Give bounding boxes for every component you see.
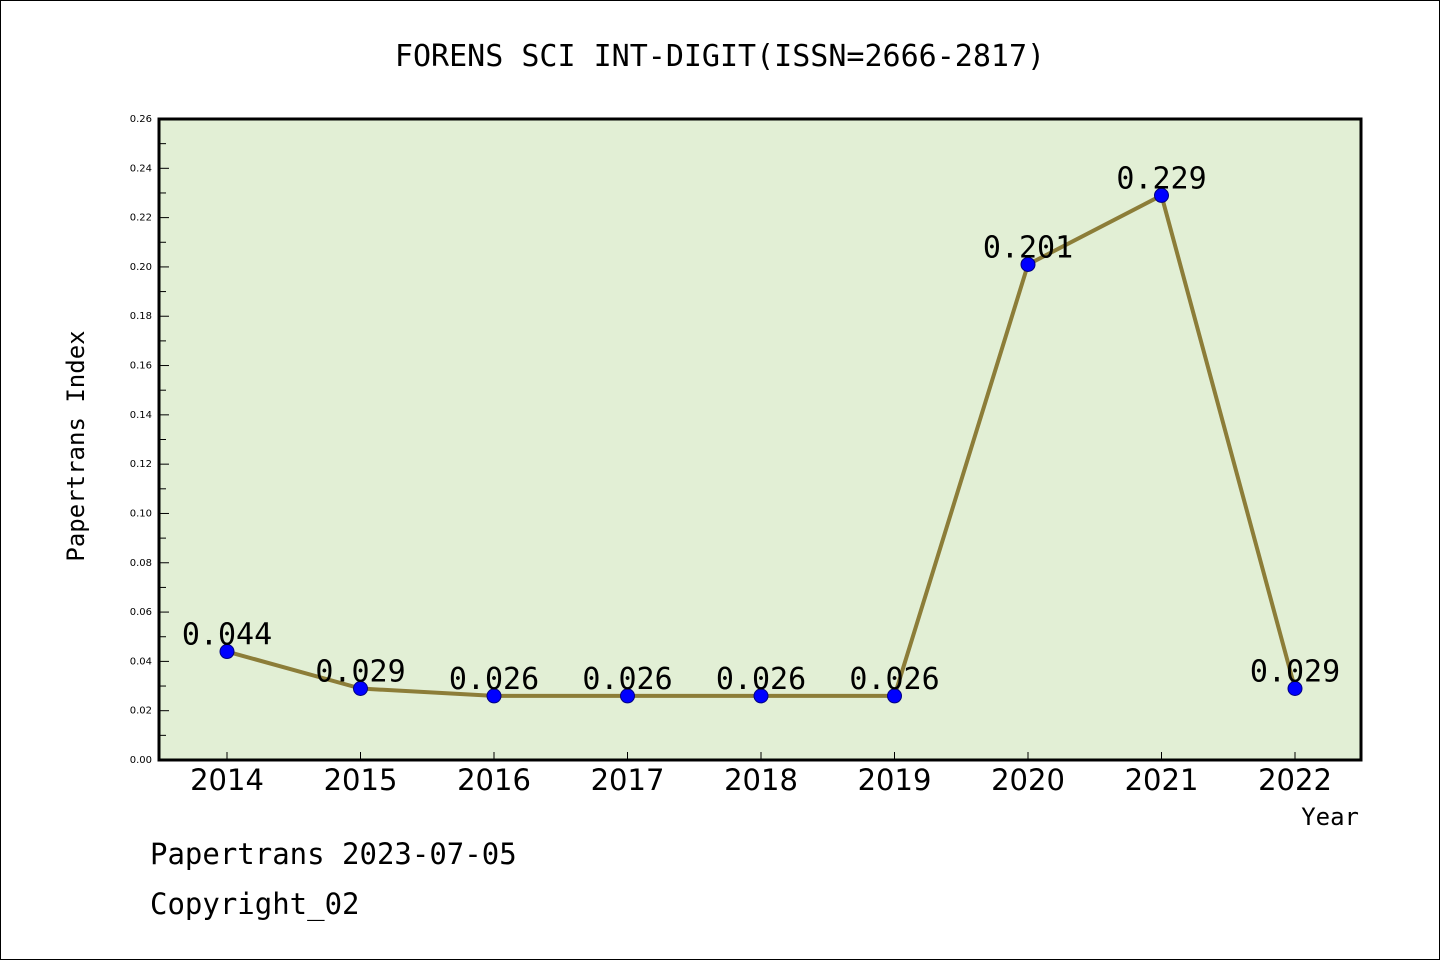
y-tick-label: 0.02: [130, 706, 152, 717]
data-labels: 0.044 0.029 0.026 0.026 0.026 0.026 0.201 0.229…: [182, 161, 1340, 696]
data-point: [486, 688, 502, 704]
data-point: [219, 644, 235, 660]
data-point: [1154, 187, 1169, 203]
data-label: 0.029: [1250, 655, 1340, 690]
plot-area: [157, 117, 1363, 762]
data-point: [753, 688, 769, 704]
data-point: [1287, 681, 1303, 697]
data-point: [887, 688, 902, 704]
data-label: 0.026: [716, 662, 806, 697]
x-tick-label: 2019: [858, 763, 932, 797]
x-tick-label: 2021: [1125, 763, 1199, 797]
x-axis-label: Year: [1301, 803, 1359, 831]
x-tick-label: 2022: [1258, 763, 1332, 797]
data-point: [1020, 256, 1036, 272]
data-label: 0.026: [449, 662, 539, 697]
y-tick-label: 0.18: [130, 311, 152, 322]
data-label: 0.229: [1116, 161, 1206, 196]
data-point: [620, 688, 635, 704]
data-label: 0.026: [849, 662, 939, 697]
x-tick-label: 2014: [190, 763, 264, 797]
y-tick-label: 0.00: [130, 755, 152, 766]
y-tick-label: 0.04: [130, 656, 152, 667]
y-tick-label: 0.10: [130, 508, 152, 519]
footer-date: Papertrans 2023-07-05: [150, 837, 517, 871]
x-tick-label: 2015: [324, 763, 398, 797]
data-label: 0.044: [182, 618, 272, 653]
data-label: 0.029: [315, 655, 405, 690]
data-label: 0.026: [582, 662, 672, 697]
y-tick-label: 0.12: [130, 459, 152, 470]
y-tick-label: 0.14: [130, 410, 152, 421]
y-tick-label: 0.22: [130, 213, 152, 224]
x-tick-label: 2017: [591, 763, 665, 797]
y-axis-label: Papertrans Index: [62, 330, 90, 561]
x-axis-ticks: 2014 2015 2016 2017 2018 2019 2020 2021 2022: [190, 752, 1332, 797]
footer-copyright: Copyright_02: [150, 887, 360, 922]
x-tick-label: 2020: [991, 763, 1065, 797]
y-tick-label: 0.24: [130, 163, 152, 174]
series-markers: [219, 187, 1303, 704]
x-tick-label: 2018: [724, 763, 798, 797]
y-tick-label: 0.26: [130, 114, 152, 125]
data-point: [353, 681, 368, 697]
y-tick-label: 0.16: [130, 361, 152, 372]
y-axis-ticks: 0.00 0.02 0.04 0.06 0.08 0.10 0.12 0.14 0.16 0.18…: [130, 114, 169, 766]
data-label: 0.201: [983, 230, 1073, 265]
x-tick-label: 2016: [457, 763, 531, 797]
y-tick-label: 0.08: [130, 558, 152, 569]
chart-title: FORENS SCI INT-DIGIT(ISSN=2666-2817): [395, 39, 1045, 74]
y-tick-label: 0.06: [130, 607, 152, 618]
y-tick-label: 0.20: [130, 262, 152, 273]
